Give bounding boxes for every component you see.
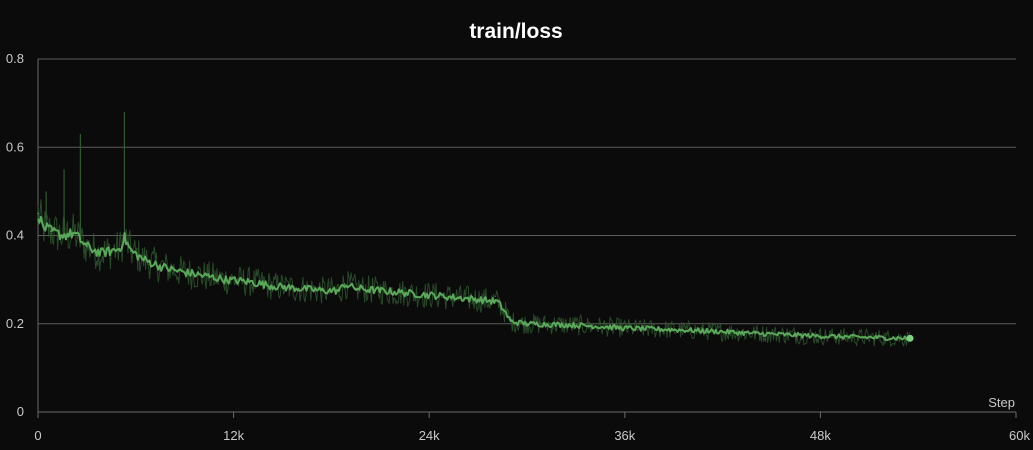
data-point — [355, 287, 357, 290]
data-point — [656, 328, 659, 330]
x-tick-label: 0 — [34, 428, 41, 443]
series-layer — [37, 212, 914, 342]
data-point — [558, 323, 561, 326]
data-point — [496, 300, 499, 303]
x-tick-label: 12k — [223, 428, 244, 443]
data-point — [73, 232, 75, 235]
data-point — [509, 320, 512, 323]
y-tick-label: 0.8 — [6, 51, 24, 66]
series-end-marker — [906, 334, 914, 342]
data-point — [50, 230, 52, 232]
data-point — [110, 250, 113, 252]
data-point — [428, 294, 431, 296]
data-point — [338, 289, 341, 292]
data-point — [273, 285, 276, 288]
data-point — [754, 332, 756, 335]
x-tick-label: 48k — [810, 428, 831, 443]
data-point — [721, 330, 724, 333]
data-point — [86, 245, 88, 248]
tick-layer: 0 0.2 0.4 0.6 0.8 0 12k 24k 36k 48k 60k — [6, 51, 1031, 443]
y-tick-label: 0 — [17, 404, 24, 419]
data-point — [175, 270, 178, 272]
data-point — [819, 335, 822, 337]
data-point — [99, 252, 101, 254]
data-point — [452, 296, 455, 299]
x-tick-label: 36k — [614, 428, 635, 443]
data-point — [689, 329, 691, 332]
x-axis-label: Step — [988, 395, 1015, 410]
data-point — [477, 298, 479, 301]
y-tick-label: 0.4 — [6, 228, 24, 243]
data-point — [37, 212, 39, 215]
data-point — [159, 265, 162, 268]
x-tick-label: 60k — [1009, 428, 1030, 443]
data-point — [200, 274, 202, 277]
data-point — [379, 289, 382, 292]
series-line — [37, 215, 910, 342]
data-point — [249, 281, 251, 283]
data-point — [403, 292, 406, 294]
x-tick-label: 24k — [419, 428, 440, 443]
grid-layer — [37, 58, 1017, 418]
data-point — [118, 247, 121, 250]
data-point — [130, 250, 132, 252]
data-point — [42, 225, 44, 228]
data-point — [61, 234, 64, 237]
data-point — [143, 258, 145, 261]
data-point — [624, 327, 626, 329]
data-point — [526, 322, 528, 325]
data-point — [852, 336, 854, 338]
data-point — [123, 236, 126, 239]
y-tick-label: 0.2 — [6, 316, 24, 331]
data-point — [343, 283, 346, 285]
y-tick-label: 0.6 — [6, 139, 24, 154]
data-point — [787, 333, 789, 336]
data-point — [503, 309, 505, 312]
data-point — [322, 289, 325, 292]
data-point — [884, 337, 887, 339]
raw-series-line — [37, 199, 910, 348]
data-point — [591, 325, 593, 327]
raw-series-layer — [37, 111, 910, 348]
chart-title: train/loss — [469, 20, 562, 43]
data-point — [298, 287, 300, 290]
data-point — [224, 278, 227, 281]
